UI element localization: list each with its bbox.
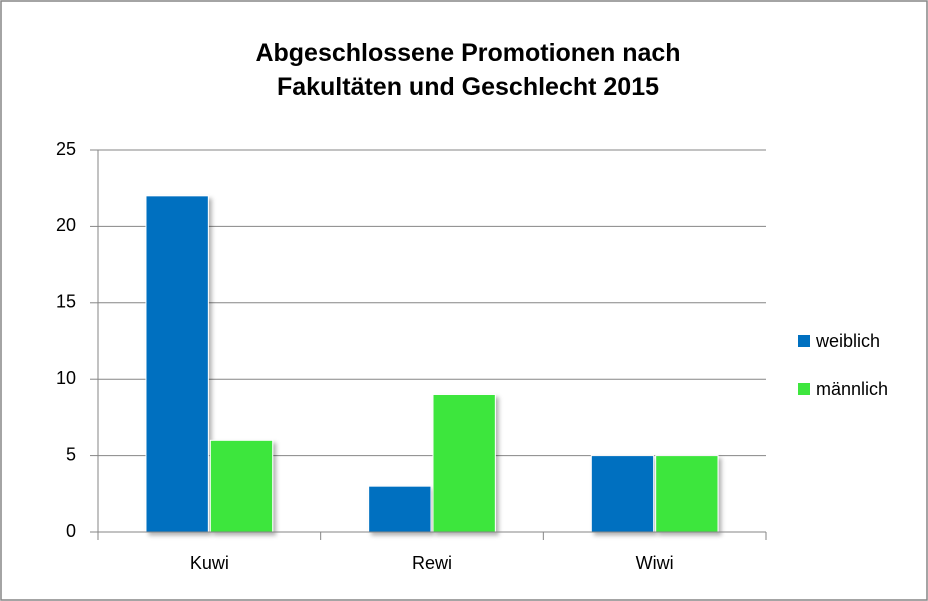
bar bbox=[145, 195, 209, 533]
bar bbox=[590, 455, 655, 533]
x-tick-label: Kuwi bbox=[190, 553, 229, 573]
y-tick-label: 10 bbox=[56, 368, 76, 388]
legend-swatch bbox=[798, 335, 810, 347]
y-tick-label: 5 bbox=[66, 444, 76, 464]
bar bbox=[432, 393, 496, 533]
y-tick-label: 25 bbox=[56, 139, 76, 159]
bar bbox=[655, 455, 719, 533]
legend-label: weiblich bbox=[815, 331, 880, 351]
chart-title: Abgeschlossene Promotionen nach Fakultät… bbox=[255, 39, 681, 101]
x-tick-label: Wiwi bbox=[636, 553, 674, 573]
legend-swatch bbox=[798, 383, 810, 395]
y-tick-label: 15 bbox=[56, 292, 76, 312]
bar bbox=[209, 439, 274, 533]
y-tick-label: 20 bbox=[56, 215, 76, 235]
y-tick-label: 0 bbox=[66, 521, 76, 541]
x-tick-label: Rewi bbox=[412, 553, 452, 573]
legend-label: männlich bbox=[816, 379, 888, 399]
bar bbox=[368, 485, 432, 533]
